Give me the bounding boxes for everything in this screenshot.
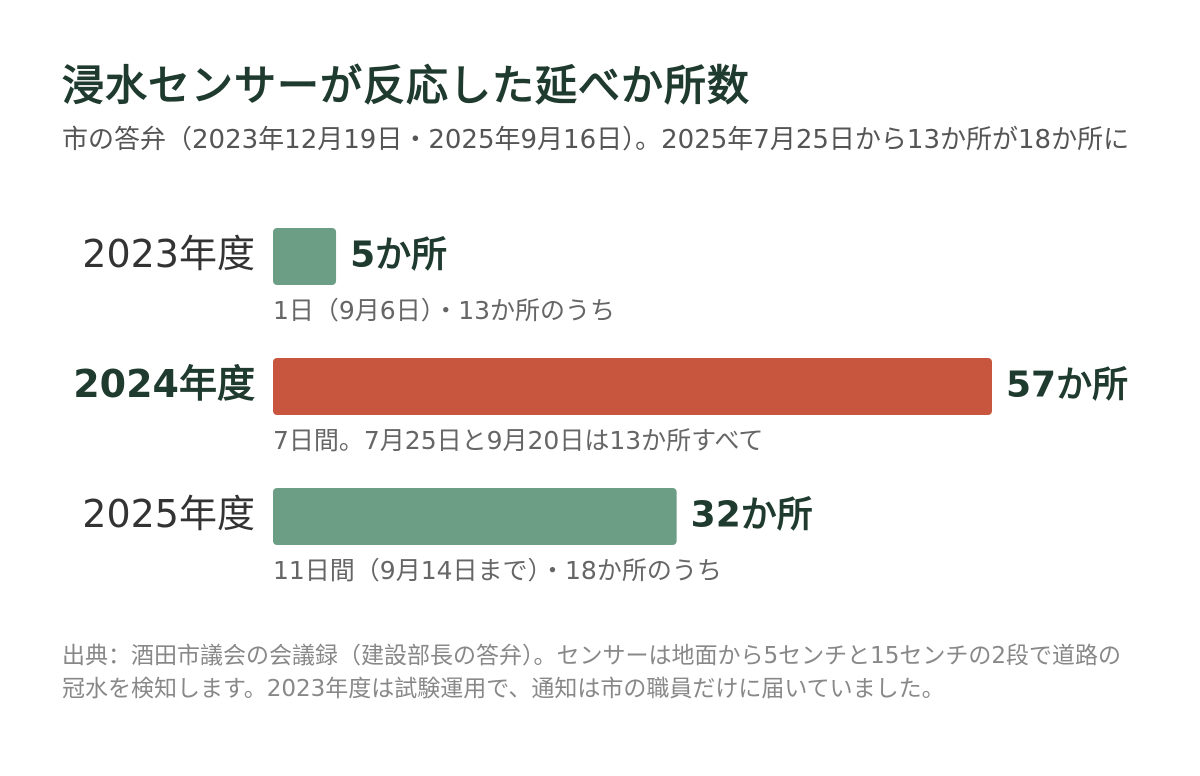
bar	[273, 488, 677, 545]
bar-note: 7日間。7月25日と9月20日は13か所すべて	[273, 426, 763, 455]
category-label: 2024年度	[73, 362, 255, 406]
value-label: 57か所	[1006, 365, 1128, 406]
value-label: 5か所	[350, 235, 447, 276]
bar-note: 11日間（9月14日まで）・18か所のうち	[273, 556, 722, 585]
bar-note: 1日（9月6日）・13か所のうち	[273, 296, 615, 325]
chart-subtitle: 市の答弁（2023年12月19日・2025年9月16日）。2025年7月25日か…	[62, 125, 1130, 155]
source-note: 出典：酒田市議会の会議録（建設部長の答弁）。センサーは地面から5センチと15セン…	[62, 643, 1122, 702]
chart-title: 浸水センサーが反応した延べか所数	[62, 61, 751, 110]
category-label: 2023年度	[82, 232, 255, 276]
category-label: 2025年度	[82, 492, 255, 536]
bar	[273, 358, 992, 415]
value-label: 32か所	[691, 495, 813, 536]
bar	[273, 228, 337, 285]
